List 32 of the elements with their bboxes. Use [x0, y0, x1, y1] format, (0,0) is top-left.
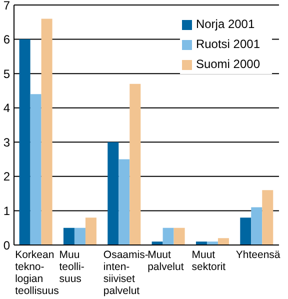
bar [262, 190, 274, 245]
legend-label: Norja 2001 [196, 17, 255, 31]
bar [19, 39, 30, 245]
bar [174, 228, 185, 245]
y-tick-label: 6 [3, 32, 10, 47]
legend-label: Suomi 2000 [196, 57, 260, 71]
bar [30, 94, 42, 245]
y-tick-label: 1 [3, 204, 10, 218]
x-tick-label: Osaamis- inten- siiviset palvelut [103, 249, 149, 297]
y-tick-label: 5 [3, 66, 10, 81]
y-tick-label: 7 [3, 0, 10, 12]
y-tick-label: 4 [3, 101, 10, 116]
bar [108, 142, 119, 245]
bar [74, 228, 86, 245]
x-tick-label: Muut sektorit [192, 249, 226, 273]
x-tick-label: Muu teolli- suus [59, 249, 85, 285]
x-tick-label: Muut palvelut [148, 249, 184, 273]
bar [240, 218, 252, 245]
x-tick-label: Korkean tekno- logian teollisuus [15, 249, 59, 297]
bar [85, 218, 96, 245]
bar [41, 18, 52, 245]
bar [118, 159, 130, 245]
bar [63, 228, 74, 245]
y-tick-label: 3 [3, 135, 10, 150]
bar [162, 228, 174, 245]
bar [130, 84, 141, 245]
legend-label: Ruotsi 2001 [196, 37, 260, 51]
y-tick-label: 0 [3, 238, 10, 252]
y-tick-label: 2 [3, 170, 10, 184]
bar [251, 207, 262, 245]
x-tick-label: Yhteensä [236, 249, 280, 261]
bar [218, 238, 229, 245]
